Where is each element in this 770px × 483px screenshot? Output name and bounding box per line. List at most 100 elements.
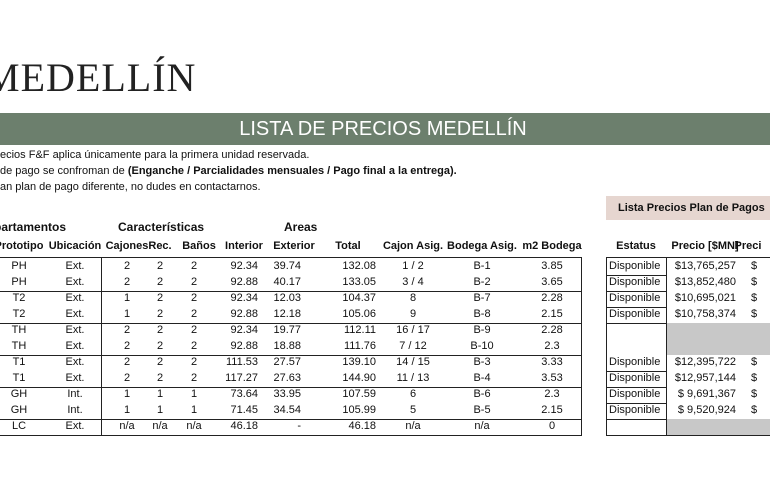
column-header: Estatus bbox=[616, 240, 656, 252]
cell: Ext. bbox=[65, 356, 85, 368]
cell: Ext. bbox=[65, 324, 85, 336]
cell: 5 bbox=[409, 404, 417, 416]
column-header: Total bbox=[335, 240, 361, 252]
cell: B-4 bbox=[473, 372, 491, 384]
cell: 2 bbox=[123, 276, 131, 288]
cell: 2 bbox=[190, 276, 198, 288]
border bbox=[0, 435, 582, 436]
cell: Ext. bbox=[65, 340, 85, 352]
column-header: Prototipo bbox=[0, 240, 44, 252]
border bbox=[606, 257, 770, 258]
cell: 1 / 2 bbox=[402, 260, 424, 272]
cell: Disponible bbox=[609, 404, 661, 416]
border bbox=[0, 419, 582, 420]
cell: n/a bbox=[119, 420, 135, 432]
border bbox=[606, 275, 667, 276]
cell: 92.34 bbox=[230, 260, 258, 272]
column-header: Bodega Asig. bbox=[447, 240, 517, 252]
cell: - bbox=[297, 420, 301, 432]
cell: 1 bbox=[190, 388, 198, 400]
cell: 2 bbox=[156, 372, 164, 384]
column-header: Ubicación bbox=[48, 240, 102, 252]
cell: $13,765,257 bbox=[674, 260, 736, 272]
plan-box bbox=[606, 196, 770, 220]
column-header: Rec. bbox=[148, 240, 172, 252]
cell: 34.54 bbox=[273, 404, 301, 416]
cell: 12.03 bbox=[273, 292, 301, 304]
border bbox=[0, 355, 582, 356]
cell: B-7 bbox=[473, 292, 491, 304]
cell: Int. bbox=[67, 404, 83, 416]
cell: 2.3 bbox=[544, 388, 560, 400]
cell: Disponible bbox=[609, 308, 661, 320]
cell: B-9 bbox=[473, 324, 491, 336]
border bbox=[606, 403, 667, 404]
cell: n/a bbox=[186, 420, 202, 432]
cell: 105.99 bbox=[342, 404, 376, 416]
cell: 107.59 bbox=[342, 388, 376, 400]
border bbox=[581, 257, 582, 436]
cell: B-1 bbox=[473, 260, 491, 272]
cell: 46.18 bbox=[348, 420, 376, 432]
cell: 71.45 bbox=[230, 404, 258, 416]
cell: 2 bbox=[123, 340, 131, 352]
cell: 19.77 bbox=[273, 324, 301, 336]
cell: Ext. bbox=[65, 372, 85, 384]
note: ecios F&F aplica únicamente para la prim… bbox=[0, 149, 310, 161]
border bbox=[606, 371, 667, 372]
cell: 2 bbox=[190, 292, 198, 304]
cell: Ext. bbox=[65, 260, 85, 272]
cell: 92.88 bbox=[230, 340, 258, 352]
cell: $ 9,691,367 bbox=[677, 388, 736, 400]
cell: 40.17 bbox=[273, 276, 301, 288]
cell: T1 bbox=[12, 372, 26, 384]
column-header: Interior bbox=[225, 240, 263, 252]
group-header: Areas bbox=[284, 220, 318, 234]
cell: B-3 bbox=[473, 356, 491, 368]
cell: 3.85 bbox=[541, 260, 563, 272]
cell: 111.53 bbox=[225, 356, 258, 368]
cell: Ext. bbox=[65, 292, 85, 304]
cell: 39.74 bbox=[273, 260, 301, 272]
border bbox=[0, 291, 582, 292]
cell: 9 bbox=[409, 308, 417, 320]
cell: B-8 bbox=[473, 308, 491, 320]
border bbox=[606, 307, 667, 308]
cell: 2.3 bbox=[544, 340, 560, 352]
cell: 111.76 bbox=[343, 340, 376, 352]
cell: 117.27 bbox=[225, 372, 258, 384]
empty-cell bbox=[667, 419, 770, 435]
cell: 104.37 bbox=[342, 292, 376, 304]
cell: 1 bbox=[190, 404, 198, 416]
cell: T2 bbox=[12, 292, 26, 304]
cell: LC bbox=[11, 420, 27, 432]
column-header: Exterior bbox=[273, 240, 315, 252]
cell: Disponible bbox=[609, 356, 661, 368]
border bbox=[0, 257, 582, 258]
cell: Int. bbox=[67, 388, 83, 400]
cell: 27.63 bbox=[273, 372, 301, 384]
cell: $ 9,520,924 bbox=[677, 404, 736, 416]
cell: Ext. bbox=[65, 308, 85, 320]
cell: 14 / 15 bbox=[396, 356, 430, 368]
cell: 3 / 4 bbox=[402, 276, 424, 288]
cell: n/a bbox=[152, 420, 168, 432]
cell: 2 bbox=[123, 260, 131, 272]
group-header: Características bbox=[118, 220, 205, 234]
cell: $12,395,722 bbox=[674, 356, 736, 368]
cell: Disponible bbox=[609, 372, 661, 384]
plan-box-label: Lista Precios Plan de Pagos 10 bbox=[618, 202, 770, 214]
cell: Disponible bbox=[609, 260, 661, 272]
note-bold: (Enganche / Parcialidades mensuales / Pa… bbox=[127, 165, 457, 177]
cell: B-5 bbox=[473, 404, 491, 416]
cell: 12.18 bbox=[273, 308, 301, 320]
cell: 2 bbox=[190, 340, 198, 352]
cell: n/a bbox=[405, 420, 421, 432]
cell: 2 bbox=[123, 356, 131, 368]
cell: 11 / 13 bbox=[396, 372, 430, 384]
cell: 2 bbox=[156, 292, 164, 304]
cell: TH bbox=[11, 340, 27, 352]
cell: $ bbox=[751, 276, 758, 288]
cell: 8 bbox=[409, 292, 417, 304]
cell: 2 bbox=[156, 340, 164, 352]
